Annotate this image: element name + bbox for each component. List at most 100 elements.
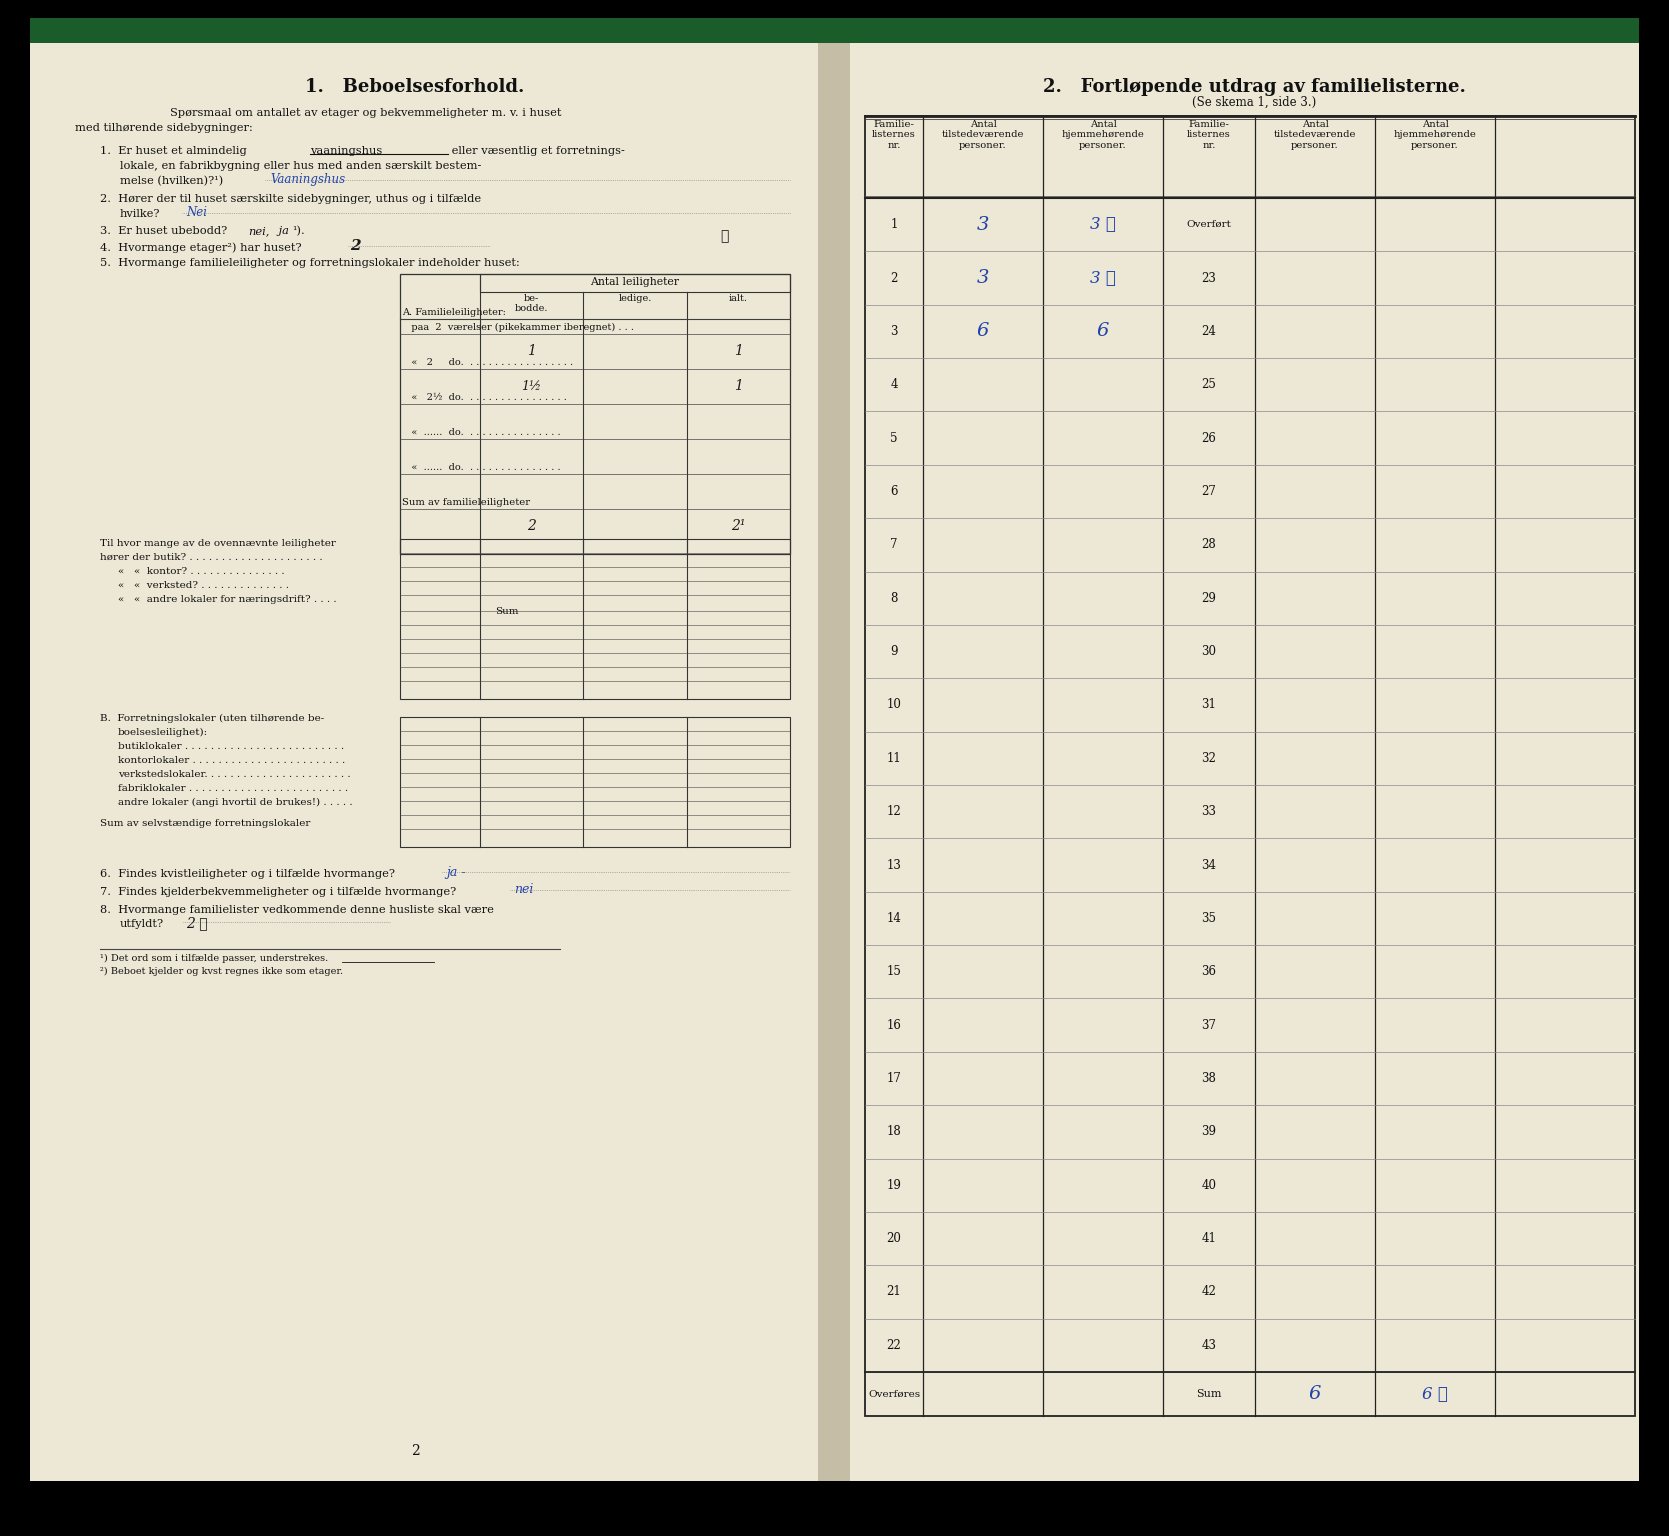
Text: 3 ✓: 3 ✓	[1090, 269, 1117, 287]
Text: «   «  andre lokaler for næringsdrift? . . . .: « « andre lokaler for næringsdrift? . . …	[118, 594, 337, 604]
Text: 3: 3	[976, 269, 990, 287]
Text: 14: 14	[886, 912, 901, 925]
Text: 2: 2	[527, 519, 536, 533]
Bar	[865, 117, 1636, 1416]
Text: Spørsmaal om antallet av etager og bekvemmeligheter m. v. i huset: Spørsmaal om antallet av etager og bekve…	[170, 108, 561, 118]
Text: 32: 32	[1202, 751, 1217, 765]
Text: 24: 24	[1202, 326, 1217, 338]
Text: 6: 6	[890, 485, 898, 498]
Text: 2: 2	[350, 240, 361, 253]
Text: 3: 3	[976, 215, 990, 233]
Text: vaaningshus: vaaningshus	[310, 146, 382, 157]
Text: verkstedslokaler. . . . . . . . . . . . . . . . . . . . . . .: verkstedslokaler. . . . . . . . . . . . …	[118, 770, 350, 779]
Text: 2: 2	[890, 272, 898, 284]
Text: Antal
hjemmehørende
personer.: Antal hjemmehørende personer.	[1061, 120, 1145, 151]
Text: 29: 29	[1202, 591, 1217, 605]
Text: 6.  Findes kvistleiligheter og i tilfælde hvormange?: 6. Findes kvistleiligheter og i tilfælde…	[100, 869, 396, 879]
Text: 2.  Hører der til huset særskilte sidebygninger, uthus og i tilfælde: 2. Hører der til huset særskilte sidebyg…	[100, 194, 481, 204]
Text: (Se skema 1, side 3.): (Se skema 1, side 3.)	[1192, 95, 1317, 109]
Text: 3.  Er huset ubebodd?: 3. Er huset ubebodd?	[100, 226, 235, 237]
Text: eller væsentlig et forretnings-: eller væsentlig et forretnings-	[447, 146, 624, 157]
Text: Antal
tilstedeværende
personer.: Antal tilstedeværende personer.	[1273, 120, 1357, 151]
Text: 6 ✓: 6 ✓	[1422, 1385, 1449, 1402]
Bar	[30, 43, 828, 1481]
Text: 2: 2	[411, 1444, 419, 1458]
Text: 21: 21	[886, 1286, 901, 1298]
Bar	[30, 18, 1639, 43]
Text: Sum av selvstændige forretningslokaler: Sum av selvstændige forretningslokaler	[100, 819, 310, 828]
Text: be-
bodde.: be- bodde.	[516, 293, 549, 313]
Text: 12: 12	[886, 805, 901, 819]
Text: Overføres: Overføres	[868, 1390, 920, 1398]
Text: 3 ✓: 3 ✓	[1090, 217, 1117, 233]
Text: 8: 8	[890, 591, 898, 605]
Text: 8.  Hvormange familielister vedkommende denne husliste skal være: 8. Hvormange familielister vedkommende d…	[100, 905, 494, 915]
Text: 38: 38	[1202, 1072, 1217, 1084]
Text: 1.  Er huset et almindelig: 1. Er huset et almindelig	[100, 146, 250, 157]
Text: 28: 28	[1202, 538, 1217, 551]
Text: 27: 27	[1202, 485, 1217, 498]
Text: 34: 34	[1202, 859, 1217, 871]
Text: melse (hvilken)?¹): melse (hvilken)?¹)	[120, 177, 224, 186]
Text: 17: 17	[886, 1072, 901, 1084]
Text: 25: 25	[1202, 378, 1217, 392]
Text: Antal
tilstedeværende
personer.: Antal tilstedeværende personer.	[941, 120, 1025, 151]
Text: 2¹: 2¹	[731, 519, 746, 533]
Text: 43: 43	[1202, 1339, 1217, 1352]
Text: 20: 20	[886, 1232, 901, 1246]
Text: 18: 18	[886, 1126, 901, 1138]
Text: 31: 31	[1202, 699, 1217, 711]
Text: Nei: Nei	[185, 206, 207, 220]
Text: 22: 22	[886, 1339, 901, 1352]
Text: butiklokaler . . . . . . . . . . . . . . . . . . . . . . . . .: butiklokaler . . . . . . . . . . . . . .…	[118, 742, 344, 751]
Text: 1: 1	[734, 379, 743, 393]
Text: nei,: nei,	[249, 226, 269, 237]
Text: fabriklokaler . . . . . . . . . . . . . . . . . . . . . . . . .: fabriklokaler . . . . . . . . . . . . . …	[118, 783, 349, 793]
Text: 6: 6	[1097, 323, 1110, 341]
Text: ²) Beboet kjelder og kvst regnes ikke som etager.: ²) Beboet kjelder og kvst regnes ikke so…	[100, 968, 344, 975]
Text: med tilhørende sidebygninger:: med tilhørende sidebygninger:	[75, 123, 252, 134]
Text: Familie-
listernes
nr.: Familie- listernes nr.	[1187, 120, 1230, 151]
Text: 6: 6	[976, 323, 990, 341]
Text: hører der butik? . . . . . . . . . . . . . . . . . . . . .: hører der butik? . . . . . . . . . . . .…	[100, 553, 322, 562]
Text: 9: 9	[890, 645, 898, 657]
Text: 5: 5	[890, 432, 898, 444]
Text: ialt.: ialt.	[729, 293, 748, 303]
Text: 1: 1	[890, 218, 898, 232]
Text: «  ......  do.  . . . . . . . . . . . . . . .: « ...... do. . . . . . . . . . . . . . .…	[402, 462, 561, 472]
Text: ledige.: ledige.	[618, 293, 651, 303]
Text: Sum: Sum	[1197, 1389, 1222, 1399]
Text: Antal leiligheter: Antal leiligheter	[591, 276, 679, 287]
Text: Sum: Sum	[496, 607, 519, 616]
Text: ¹).: ¹).	[292, 226, 305, 237]
Text: B.  Forretningslokaler (uten tilhørende be-: B. Forretningslokaler (uten tilhørende b…	[100, 714, 324, 723]
Text: kontorlokaler . . . . . . . . . . . . . . . . . . . . . . . .: kontorlokaler . . . . . . . . . . . . . …	[118, 756, 345, 765]
Text: 41: 41	[1202, 1232, 1217, 1246]
Text: 11: 11	[886, 751, 901, 765]
Text: 2 ✓: 2 ✓	[185, 915, 207, 929]
Text: 2.   Fortløpende utdrag av familielisterne.: 2. Fortløpende utdrag av familielisterne…	[1043, 78, 1465, 95]
Text: A. Familieleiligheter:: A. Familieleiligheter:	[402, 309, 506, 316]
Text: 16: 16	[886, 1018, 901, 1032]
Text: 36: 36	[1202, 965, 1217, 978]
Text: boelsesleilighet):: boelsesleilighet):	[118, 728, 209, 737]
Text: 4.  Hvormange etager²) har huset?: 4. Hvormange etager²) har huset?	[100, 243, 302, 252]
Text: 26: 26	[1202, 432, 1217, 444]
Text: 1: 1	[734, 344, 743, 358]
Text: «   2½  do.  . . . . . . . . . . . . . . . .: « 2½ do. . . . . . . . . . . . . . . . .	[402, 393, 567, 402]
Bar	[401, 717, 789, 846]
Bar	[401, 539, 789, 699]
Text: «   «  verksted? . . . . . . . . . . . . . .: « « verksted? . . . . . . . . . . . . . …	[118, 581, 289, 590]
Bar	[401, 273, 789, 554]
Text: andre lokaler (angi hvortil de brukes!) . . . . .: andre lokaler (angi hvortil de brukes!) …	[118, 799, 352, 806]
Bar	[481, 273, 789, 292]
Text: ✓: ✓	[719, 229, 728, 243]
Text: 19: 19	[886, 1178, 901, 1192]
Text: Antal
hjemmehørende
personer.: Antal hjemmehørende personer.	[1394, 120, 1477, 151]
Text: 4: 4	[890, 378, 898, 392]
Text: «   2     do.  . . . . . . . . . . . . . . . . .: « 2 do. . . . . . . . . . . . . . . . . …	[402, 358, 572, 367]
Text: 23: 23	[1202, 272, 1217, 284]
Bar	[818, 43, 850, 1481]
Text: 5.  Hvormange familieleiligheter og forretningslokaler indeholder huset:: 5. Hvormange familieleiligheter og forre…	[100, 258, 519, 267]
Text: 7.  Findes kjelderbekvemmeligheter og i tilfælde hvormange?: 7. Findes kjelderbekvemmeligheter og i t…	[100, 886, 456, 897]
